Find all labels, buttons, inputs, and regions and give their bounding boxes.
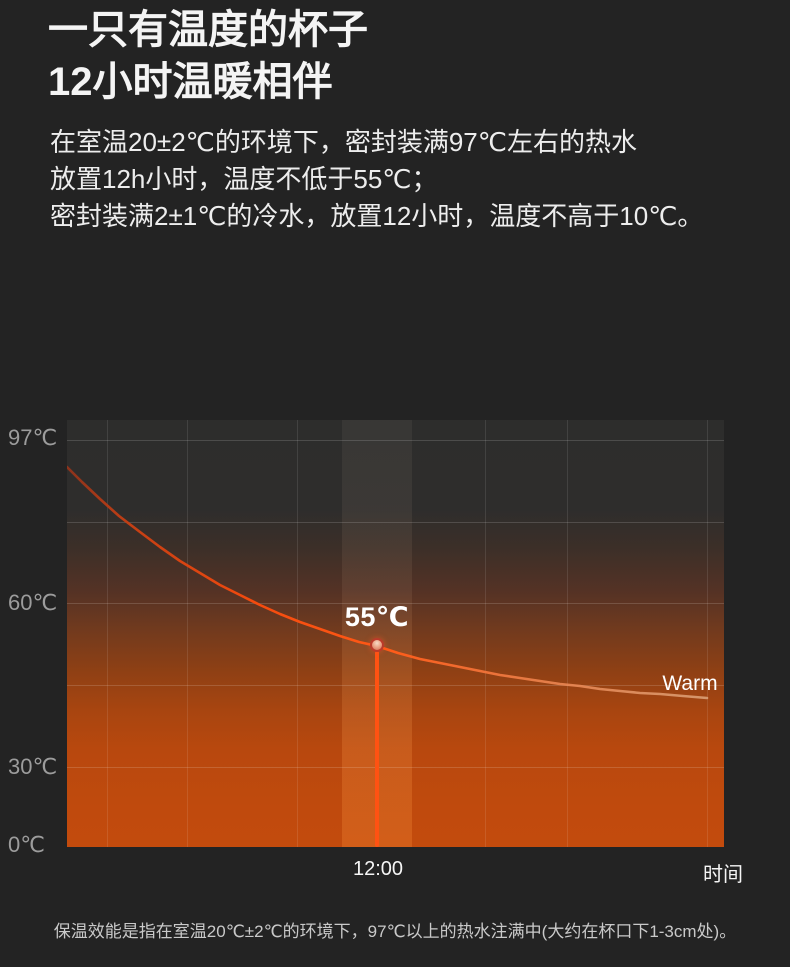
gridline-horizontal (67, 440, 724, 441)
gridline-vertical (297, 420, 298, 847)
description-line1: 在室温20±2℃的环境下，密封装满97℃左右的热水 (50, 127, 637, 157)
chart-plot-area (67, 420, 724, 847)
y-axis-tick-60: 60℃ (8, 590, 58, 615)
description-line2: 放置12h小时，温度不低于55℃； (50, 164, 438, 194)
gridline-horizontal (67, 522, 724, 523)
data-point-marker (370, 638, 384, 652)
temperature-curve-path (67, 465, 709, 700)
gridline-vertical (485, 420, 486, 847)
page-title: 一只有温度的杯子 12小时温暖相伴 (48, 4, 368, 108)
footnote: 保温效能是指在室温20℃±2℃的环境下，97℃以上的热水注满中(大约在杯口下1-… (53, 922, 737, 941)
series-label-warm: Warm (662, 672, 718, 695)
gridline-vertical (567, 420, 568, 847)
y-axis-tick-97: 97℃ (8, 425, 58, 450)
point-value-label: 55℃ (344, 602, 410, 632)
gridline-vertical (187, 420, 188, 847)
drop-line-12h (375, 651, 379, 847)
description: 在室温20±2℃的环境下，密封装满97℃左右的热水 放置12h小时，温度不低于5… (50, 124, 703, 235)
description-line3: 密封装满2±1℃的冷水，放置12小时，温度不高于10℃。 (50, 201, 704, 231)
gridline-vertical (107, 420, 108, 847)
gridline-horizontal (67, 685, 724, 686)
page-title-line2: 12小时温暖相伴 (48, 60, 333, 104)
y-axis-tick-30: 30℃ (8, 754, 58, 779)
x-axis-tick-1200: 12:00 (352, 858, 404, 880)
x-axis-label: 时间 (703, 864, 743, 886)
temperature-curve (67, 465, 709, 700)
gridline-horizontal (67, 603, 724, 604)
gridline-vertical (707, 420, 708, 847)
page-title-line1: 一只有温度的杯子 (48, 8, 368, 52)
y-axis-tick-0: 0℃ (8, 832, 45, 857)
gridline-horizontal (67, 767, 724, 768)
